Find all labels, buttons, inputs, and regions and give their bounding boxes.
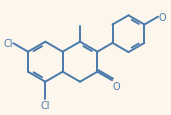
Text: O: O bbox=[113, 81, 120, 91]
Text: Cl: Cl bbox=[41, 100, 50, 110]
Text: Cl: Cl bbox=[3, 39, 13, 49]
Text: O: O bbox=[159, 13, 166, 22]
